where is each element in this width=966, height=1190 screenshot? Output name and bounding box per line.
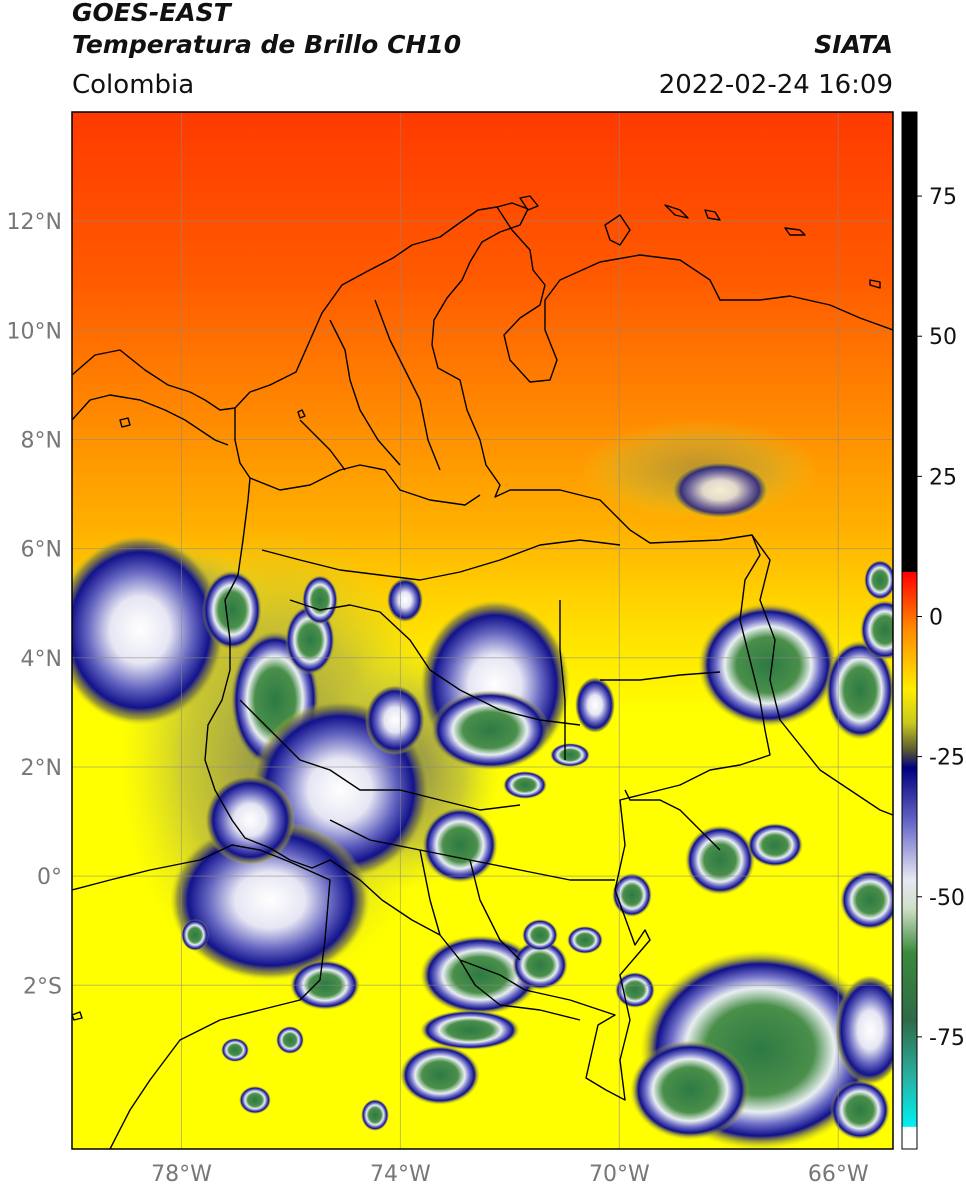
title-agency: SIATA [814,30,893,59]
colorbar-tick-label: 75 [929,185,957,210]
subtitle-region: Colombia [72,70,195,100]
lon-label: 78°W [151,1162,212,1187]
lon-labels: 78°W 74°W 70°W 66°W [151,1162,869,1187]
lon-label: 74°W [370,1162,431,1187]
lat-label: 10°N [7,319,62,344]
lon-label: 70°W [589,1162,650,1187]
colorbar-frame [901,111,918,1150]
convective-clouds [72,420,893,1149]
colorbar-tick-label: 25 [929,465,957,490]
colorbar-ticks: 75 50 25 0 -25 -50 -75 [917,185,965,1051]
lat-label: 6°N [21,538,62,563]
lat-label: 12°N [7,210,62,235]
title-satellite: GOES-EAST [72,0,231,27]
title-product: Temperatura de Brillo CH10 [72,30,462,59]
colorbar-tick-label: -50 [929,886,965,911]
lat-labels: 12°N 10°N 8°N 6°N 4°N 2°N 0° 2°S [7,210,62,999]
lat-label: 8°N [21,428,62,453]
colorbar: 75 50 25 0 -25 -50 -75 [901,111,965,1150]
lat-label: 2°N [21,756,62,781]
map-panel [72,112,893,1149]
colorbar-fill [902,112,917,1149]
lat-label: 4°N [21,647,62,672]
borders [72,195,893,1149]
lon-label: 66°W [808,1162,869,1187]
subtitle-datetime: 2022-02-24 16:09 [658,70,893,100]
lat-label: 0° [37,865,62,890]
map-frame [71,111,894,1150]
colorbar-tick-label: 0 [929,605,943,630]
colorbar-tick-label: -75 [929,1026,965,1051]
lat-label: 2°S [23,974,62,999]
colorbar-tick-label: 50 [929,325,957,350]
colorbar-tick-label: -25 [929,746,965,771]
